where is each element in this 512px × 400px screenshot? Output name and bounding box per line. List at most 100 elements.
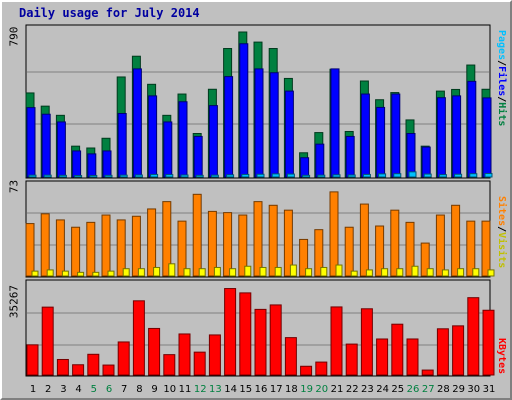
sites-bar-25	[390, 209, 400, 277]
files-bar-7	[117, 112, 127, 178]
day-label-27: 27	[422, 384, 435, 395]
day-label-11: 11	[179, 384, 192, 395]
kbytes-bar-10	[163, 354, 176, 376]
chart-title: Daily usage for July 2014	[19, 6, 200, 20]
bottom-series-label: KBytes	[496, 338, 507, 374]
sites-bar-9	[147, 208, 157, 277]
day-label-12: 12	[194, 384, 207, 395]
sites-bar-8	[131, 215, 141, 277]
top-ymax-label: 790	[7, 26, 21, 47]
sites-bar-17	[268, 204, 278, 277]
middle-series-label: Sites/Visits	[496, 196, 507, 268]
kbytes-bar-19	[300, 365, 313, 376]
day-label-13: 13	[209, 384, 222, 395]
pages-bar-22	[347, 174, 356, 178]
files-legend: Files	[496, 66, 507, 97]
day-label-1: 1	[30, 384, 36, 395]
files-bar-14	[224, 76, 234, 178]
files-bar-17	[269, 72, 279, 178]
sites-bar-16	[253, 201, 263, 277]
visits-bar-6	[107, 270, 115, 277]
files-bar-11	[178, 101, 188, 178]
files-bar-25	[391, 93, 401, 178]
pages-bar-1	[28, 174, 37, 178]
sites-bar-10	[162, 201, 172, 277]
kbytes-bar-26	[406, 338, 419, 376]
kbytes-bar-21	[330, 306, 343, 376]
files-bar-29	[452, 95, 462, 178]
hits-legend: Hits	[496, 102, 507, 127]
pages-bar-24	[378, 173, 387, 178]
pages-bar-20	[317, 174, 326, 178]
visits-bar-22	[350, 270, 358, 277]
day-label-16: 16	[255, 384, 268, 395]
day-label-14: 14	[224, 384, 237, 395]
middle-ymax-label: 73	[7, 179, 21, 194]
kbytes-bar-9	[148, 327, 161, 376]
visits-bar-8	[137, 268, 145, 277]
visits-legend: Visits	[496, 232, 507, 269]
day-label-20: 20	[315, 384, 328, 395]
files-bar-26	[406, 133, 416, 178]
pages-bar-25	[393, 173, 402, 178]
visits-bar-21	[335, 264, 343, 277]
sites-bar-12	[192, 193, 202, 277]
sites-bar-5	[86, 221, 96, 277]
files-bar-13	[208, 105, 218, 178]
sites-bar-14	[223, 212, 233, 277]
pages-bar-23	[362, 173, 371, 178]
day-label-7: 7	[121, 384, 127, 395]
files-bar-24	[376, 106, 386, 178]
visits-bar-5	[92, 271, 100, 277]
files-bar-22	[345, 135, 355, 178]
kbytes-bar-24	[376, 338, 389, 376]
bottom-ymax-label: 35267	[7, 284, 21, 319]
pages-bar-11	[180, 174, 189, 178]
visits-bar-27	[426, 268, 434, 277]
kbytes-bar-16	[254, 308, 267, 376]
files-bar-27	[421, 146, 431, 178]
files-bar-28	[436, 97, 446, 178]
visits-bar-31	[487, 269, 495, 277]
visits-bar-20	[320, 266, 328, 277]
pages-bar-10	[165, 174, 174, 178]
visits-bar-4	[77, 271, 85, 277]
files-bar-31	[482, 97, 492, 178]
kbytes-bar-31	[482, 309, 495, 376]
visits-bar-16	[259, 266, 267, 277]
day-label-22: 22	[346, 384, 359, 395]
kbytes-bar-30	[467, 297, 480, 376]
pages-bar-13	[210, 174, 219, 178]
pages-bar-21	[332, 174, 341, 178]
day-label-26: 26	[407, 384, 420, 395]
visits-bar-9	[153, 266, 161, 277]
files-bar-5	[87, 153, 97, 178]
files-bar-6	[102, 150, 112, 178]
pages-bar-6	[104, 174, 113, 178]
visits-bar-23	[365, 269, 373, 277]
sites-bar-1	[25, 223, 35, 277]
visits-bar-7	[122, 268, 130, 277]
sites-bar-11	[177, 220, 187, 277]
pages-bar-5	[89, 175, 98, 178]
sites-bar-13	[207, 210, 217, 277]
sites-bar-26	[405, 221, 415, 277]
kbytes-bar-23	[360, 308, 373, 376]
day-label-2: 2	[45, 384, 51, 395]
day-label-31: 31	[483, 384, 496, 395]
visits-bar-19	[305, 268, 313, 277]
day-label-5: 5	[91, 384, 97, 395]
kbytes-bar-13	[208, 334, 221, 376]
visits-bar-11	[183, 268, 191, 277]
visits-bar-18	[289, 264, 297, 277]
sites-bar-21	[329, 191, 339, 277]
sites-bar-2	[40, 213, 50, 277]
files-bar-15	[239, 43, 249, 178]
top-series-label: Pages/Files/Hits	[496, 30, 507, 126]
kbytes-bar-12	[193, 351, 206, 376]
visits-bar-29	[457, 268, 465, 277]
day-label-3: 3	[60, 384, 66, 395]
kbytes-bar-6	[102, 364, 115, 376]
kbytes-bar-22	[345, 343, 358, 376]
